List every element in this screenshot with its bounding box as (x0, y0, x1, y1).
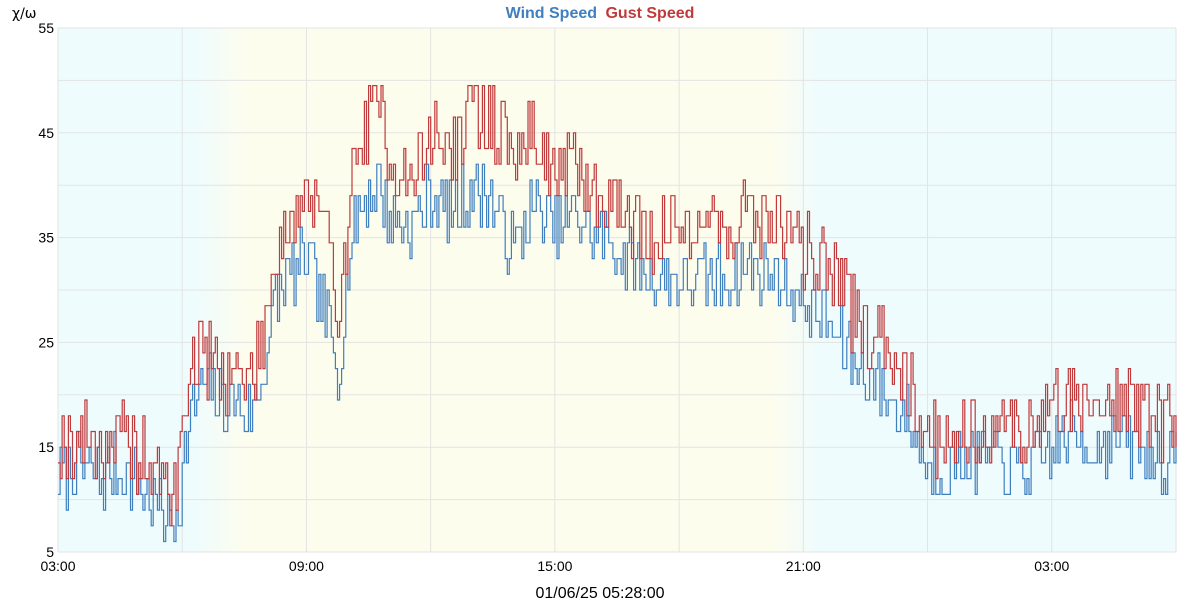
y-tick-label: 45 (38, 125, 54, 141)
y-tick-label: 55 (38, 20, 54, 36)
wind-speed-line (58, 163, 1177, 543)
gust-speed-line (58, 85, 1177, 527)
y-tick-label: 5 (46, 544, 54, 560)
chart-title: Wind Speed Gust Speed (506, 5, 695, 22)
title-wind-speed: Wind Speed (506, 5, 597, 22)
y-axis-tick-labels: 5 15 25 35 45 55 (38, 20, 54, 560)
x-tick-label: 21:00 (786, 558, 821, 574)
timestamp-footer: 01/06/25 05:28:00 (535, 585, 664, 600)
y-axis-label: χ/ω (12, 6, 37, 22)
x-tick-label: 15:00 (537, 558, 572, 574)
y-tick-label: 25 (38, 334, 54, 350)
x-tick-label: 03:00 (40, 558, 75, 574)
y-tick-label: 35 (38, 230, 54, 246)
x-tick-label: 09:00 (289, 558, 324, 574)
title-gust-speed: Gust Speed (605, 5, 694, 22)
x-tick-label: 03:00 (1034, 558, 1069, 574)
y-tick-label: 15 (38, 439, 54, 455)
x-axis-tick-labels: 03:00 09:00 15:00 21:00 03:00 (40, 558, 1069, 574)
